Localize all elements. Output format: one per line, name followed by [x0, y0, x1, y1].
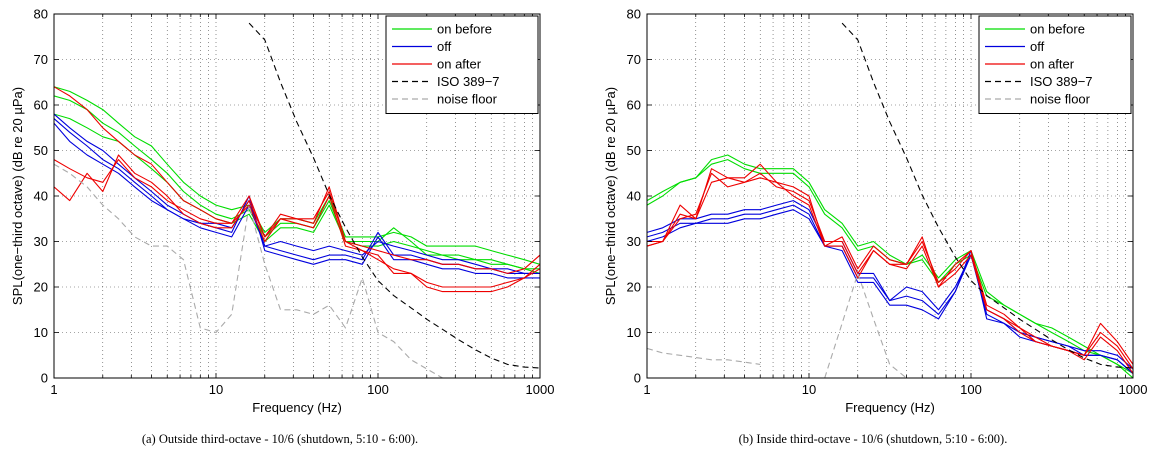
y-tick-label: 60	[627, 98, 641, 113]
legend-label-off: off	[437, 39, 452, 54]
series-line-series-7	[54, 159, 540, 288]
y-tick-label: 0	[634, 371, 641, 386]
series-group	[54, 22, 540, 378]
x-tick-label: 10	[802, 382, 816, 397]
series-line-noise-floor-10	[54, 163, 443, 378]
x-tick-label: 1000	[1119, 382, 1148, 397]
y-tick-label: 60	[34, 98, 48, 113]
series-line-series-3	[647, 204, 1133, 374]
series-group	[647, 22, 1133, 378]
legend: on before off on after ISO 389−7 noise floor	[978, 15, 1132, 114]
legend-box	[385, 15, 539, 114]
chart-panel-b: 1 10 100 1000 0 10 20 30 40 50 60 70 80 Frequency (Hz…	[593, 0, 1153, 461]
legend-label-noise-floor: noise floor	[1030, 92, 1091, 107]
x-tick-label: 100	[960, 382, 982, 397]
series-line-series-8	[54, 154, 540, 293]
x-tick-label: 1	[643, 382, 650, 397]
y-tick-label: 20	[627, 280, 641, 295]
y-tick-label: 40	[34, 189, 48, 204]
ticks	[646, 13, 1134, 379]
caption-b: (b) Inside third-octave - 10/6 (shutdown…	[738, 432, 1008, 446]
y-axis-label: SPL(one−third octave) (dB re 20 µPa)	[603, 87, 618, 305]
x-axis-label: Frequency (Hz)	[845, 400, 935, 415]
x-tick-label: 1000	[526, 382, 555, 397]
y-tick-label: 30	[627, 234, 641, 249]
series-line-noise-floor-9	[647, 272, 907, 378]
chart-b: 1 10 100 1000 0 10 20 30 40 50 60 70 80 Frequency (Hz…	[603, 7, 1148, 416]
ticks	[53, 13, 541, 379]
x-axis-label: Frequency (Hz)	[252, 400, 342, 415]
y-tick-label: 30	[34, 234, 48, 249]
legend: on before off on after ISO 389−7 noise floor	[385, 15, 539, 114]
series-line-series-7	[647, 172, 1133, 374]
y-tick-label: 40	[627, 189, 641, 204]
series-line-iso-389-7-8	[841, 22, 1133, 369]
legend-label-iso-389-7: ISO 389−7	[1030, 74, 1093, 89]
chart-panel-a: 1 10 100 1000 0 10 20 30 40 50 60 70 80 Frequency (Hz…	[0, 0, 560, 461]
legend-label-iso-389-7: ISO 389−7	[437, 74, 500, 89]
chart-a: 1 10 100 1000 0 10 20 30 40 50 60 70 80 Frequency (Hz…	[10, 7, 555, 416]
x-tick-label: 10	[209, 382, 223, 397]
y-tick-label: 70	[627, 52, 641, 67]
series-line-on-before-0	[647, 154, 1133, 374]
y-tick-label: 50	[34, 143, 48, 158]
y-tick-label: 20	[34, 280, 48, 295]
legend-label-on-after: on after	[437, 57, 482, 72]
y-tick-label: 0	[41, 371, 48, 386]
y-tick-label: 80	[34, 7, 48, 22]
legend-label-on-after: on after	[1030, 57, 1075, 72]
legend-label-on-before: on before	[437, 22, 492, 37]
series-line-series-5	[54, 122, 540, 274]
y-tick-label: 10	[34, 325, 48, 340]
legend-label-on-before: on before	[1030, 22, 1085, 37]
series-line-iso-389-7-9	[248, 22, 540, 369]
legend-label-off: off	[1030, 39, 1045, 54]
y-tick-label: 10	[627, 325, 641, 340]
y-tick-label: 70	[34, 52, 48, 67]
legend-box	[978, 15, 1132, 114]
y-axis-label: SPL(one−third octave) (dB re 20 µPa)	[10, 87, 25, 305]
caption-a: (a) Outside third-octave - 10/6 (shutdow…	[141, 432, 419, 446]
legend-label-noise-floor: noise floor	[437, 92, 498, 107]
y-tick-label: 80	[627, 7, 641, 22]
y-tick-label: 50	[627, 143, 641, 158]
x-tick-label: 100	[367, 382, 389, 397]
x-tick-label: 1	[50, 382, 57, 397]
